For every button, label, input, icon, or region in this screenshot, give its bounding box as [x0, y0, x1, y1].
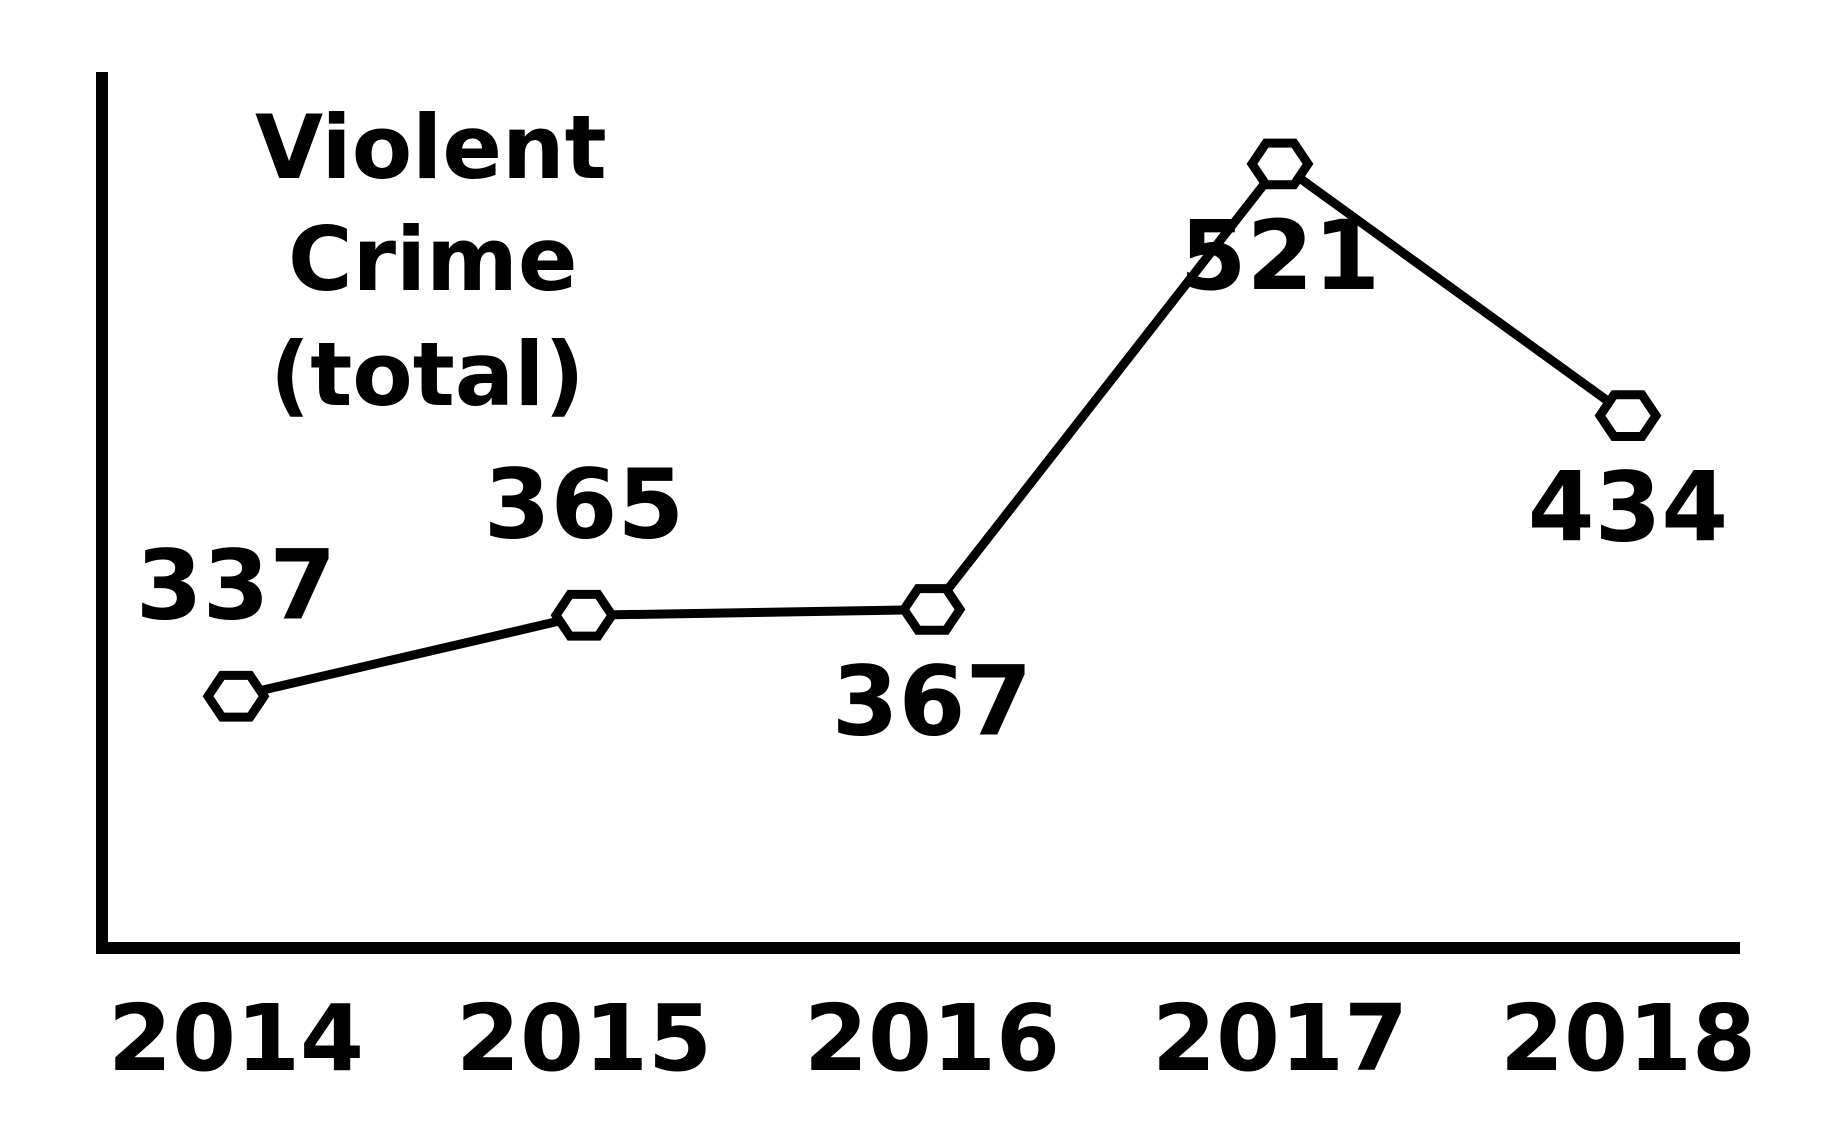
hexagon-marker-2014	[202, 670, 270, 722]
hexagon-marker-2016	[898, 584, 966, 635]
title-line-2: Crime	[288, 208, 578, 311]
hexagon-marker-2018	[1594, 390, 1662, 441]
x-tick-labels: 2014 2015 2016 2017 2018	[108, 985, 1756, 1092]
data-label-2016: 367	[832, 645, 1032, 757]
x-tick-label-2014: 2014	[108, 985, 364, 1092]
data-label-2014: 337	[136, 529, 336, 641]
x-tick-label-2017: 2017	[1152, 985, 1408, 1092]
data-label-2015: 365	[484, 448, 684, 560]
hexagon-marker-2015	[550, 589, 618, 641]
data-markers	[202, 138, 1662, 722]
title-line-3: (total)	[270, 323, 585, 426]
data-label-2018: 434	[1528, 452, 1728, 564]
x-tick-label-2015: 2015	[456, 985, 712, 1092]
x-tick-label-2016: 2016	[804, 985, 1060, 1092]
chart-title: Violent Crime (total)	[255, 96, 607, 426]
data-labels: 337 365 367 521 434	[136, 200, 1728, 758]
data-label-2017: 521	[1180, 200, 1380, 312]
hexagon-marker-2017	[1246, 138, 1314, 190]
x-tick-label-2018: 2018	[1500, 985, 1756, 1092]
title-line-1: Violent	[255, 96, 607, 199]
